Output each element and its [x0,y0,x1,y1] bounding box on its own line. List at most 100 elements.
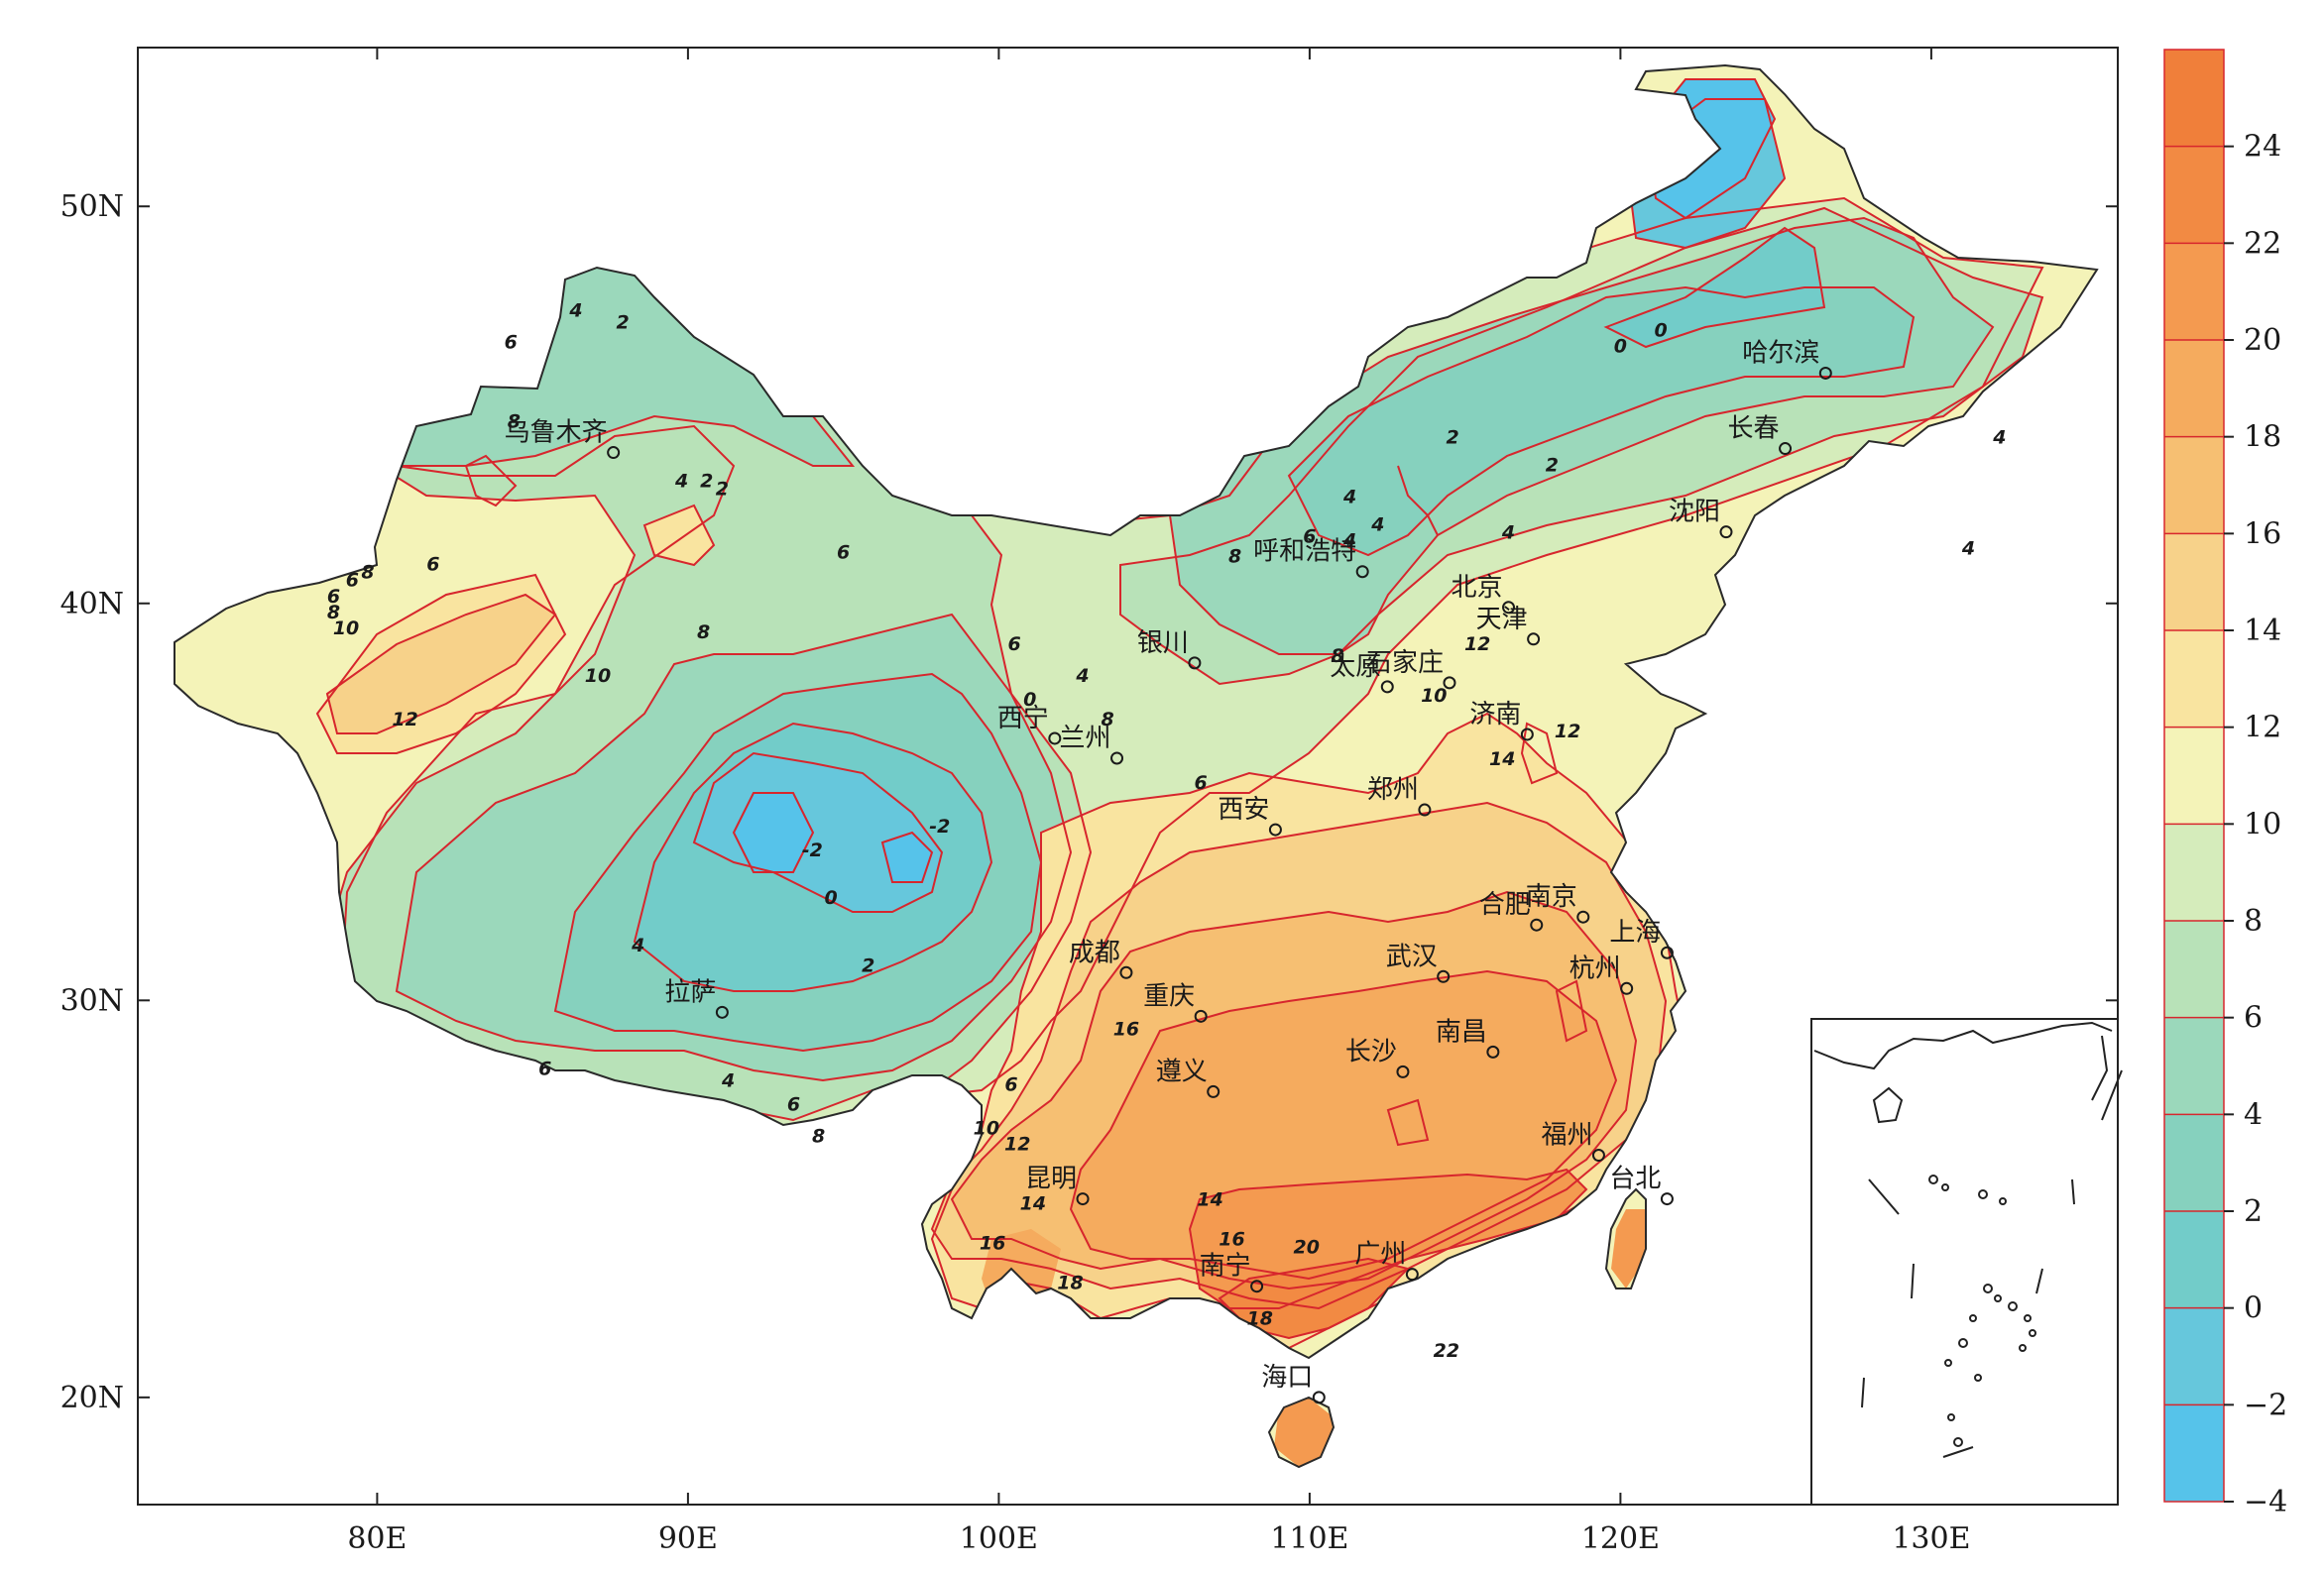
city-marker: 成都 [1069,938,1133,979]
contour-label: 0 [1023,689,1036,711]
city-name: 呼和浩特 [1253,537,1356,567]
lon-label: 100E [960,1521,1038,1556]
city-name: 天津 [1476,605,1528,634]
colorbar-label: 12 [2244,711,2281,745]
city-dot [1188,656,1202,670]
contour-label: 12 [1464,633,1490,655]
inset-frame [1810,1018,2119,1506]
city-name: 太原 [1330,652,1381,682]
city-name: 长春 [1728,414,1780,444]
city-marker: 石家庄 [1366,648,1456,690]
contour-label: 4 [631,935,644,956]
city-dot [1110,751,1124,765]
colorbar-swatch [2164,1114,2224,1211]
city-name: 海口 [1261,1363,1313,1393]
contour-label: 6 [346,570,359,592]
city-marker: 上海 [1609,918,1674,959]
city-name: 沈阳 [1669,498,1720,527]
colorbar-swatch [2164,1404,2224,1502]
city-marker: 西宁 [997,704,1062,745]
contour-label: 4 [1075,665,1089,687]
city-name: 北京 [1452,573,1503,603]
colorbar-swatch [2164,340,2224,437]
colorbar-label: 4 [2244,1097,2263,1132]
contour-label: 0 [1614,335,1627,357]
contour-label: 6 [787,1093,800,1115]
city-dot [1380,680,1394,694]
contour-label: 8 [361,562,374,584]
city-dot [1576,910,1590,924]
city-dot [1312,1391,1326,1404]
colorbar-label: 16 [2244,516,2281,551]
contour-label: 4 [568,299,582,321]
city-marker: 广州 [1354,1240,1419,1282]
city-marker: 南京 [1526,882,1590,924]
colorbar-label: 6 [2244,1001,2263,1036]
city-dot [1620,981,1634,995]
city-name: 昆明 [1025,1165,1077,1194]
colorbar-label: −2 [2244,1388,2287,1422]
fill-18-20 [982,971,1616,1318]
city-name: 石家庄 [1366,648,1444,678]
city-name: 郑州 [1367,775,1419,805]
city-marker: 合肥 [1479,890,1544,932]
contour-label: -2 [929,816,950,838]
lat-label: 40N [60,587,124,621]
contour-label: 8 [327,602,340,623]
city-name: 南昌 [1436,1017,1487,1047]
contour-label: 8 [508,411,521,433]
city-dot [1530,918,1544,932]
contour-label: 4 [1342,487,1356,508]
colorbar-swatch [2164,436,2224,534]
city-marker: 呼和浩特 [1253,537,1369,579]
city-marker: 南昌 [1436,1017,1500,1059]
city-name: 遵义 [1156,1057,1208,1086]
city-marker: 郑州 [1367,775,1432,817]
colorbar-swatch [2164,1017,2224,1115]
city-marker: 长春 [1728,414,1793,456]
city-dot [1591,1149,1605,1163]
city-dot [1502,601,1516,615]
city-name: 长沙 [1345,1037,1397,1066]
contour-label: 6 [1303,526,1316,548]
city-dot [1207,1084,1220,1098]
contour-label: 8 [1331,645,1343,667]
city-dot [1437,969,1451,983]
south-china-sea-inset [1810,1018,2123,1506]
contour-label: 16 [1219,1229,1244,1251]
city-dot [1250,1280,1264,1293]
colorbar-label: 0 [2244,1291,2263,1326]
city-name: 乌鲁木齐 [505,418,608,448]
lat-label: 30N [60,983,124,1018]
city-dot [1719,525,1733,539]
city-marker: 福州 [1541,1121,1605,1163]
contour-lines [315,78,2044,1350]
contour-label: 4 [1961,538,1975,560]
city-name: 武汉 [1386,942,1438,971]
city-name: 广州 [1354,1240,1406,1270]
contour-label: 8 [697,621,710,643]
city-marker: 乌鲁木齐 [505,418,621,460]
contour-label: 0 [1655,319,1668,341]
city-name: 南宁 [1200,1252,1251,1282]
contour-label: 20 [1294,1237,1320,1259]
city-name: 福州 [1541,1121,1592,1151]
colorbar-label: 24 [2244,130,2281,165]
contour-label: 10 [585,665,611,687]
city-dot [1818,366,1832,380]
colorbar-label: 22 [2244,226,2281,261]
contour-label: 4 [1342,530,1356,552]
contour-label: 2 [700,471,713,493]
city-name: 兰州 [1060,724,1111,753]
contour-label: 8 [812,1125,825,1147]
contour-label: 2 [1546,455,1559,477]
axes: 80E 90E 100E 110E 120E 130E20N30N40N50N242220… [60,48,2287,1556]
contour-label: 6 [505,331,518,353]
contour-label: 6 [327,586,340,608]
city-marker: 海口 [1261,1363,1326,1404]
colorbar-swatch [2164,1307,2224,1405]
